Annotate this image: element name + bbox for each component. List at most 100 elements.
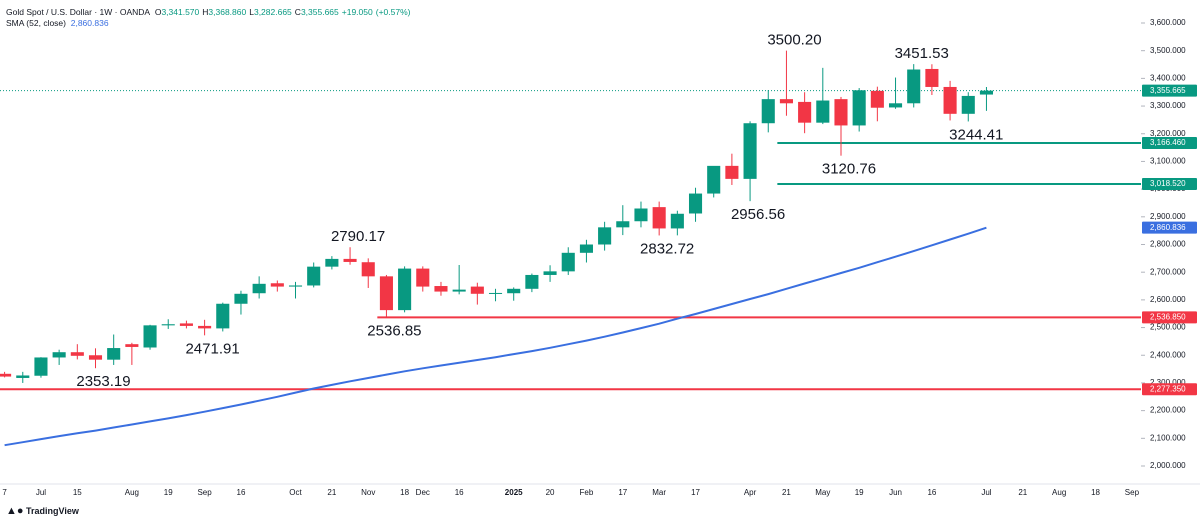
- level-label: 2,536.850: [1150, 312, 1186, 321]
- candle-body: [743, 123, 757, 179]
- candle-body: [398, 268, 412, 311]
- x-tick-label: 2025: [505, 488, 523, 497]
- candle-body: [288, 285, 303, 287]
- y-tick-label: 2,600.000: [1150, 295, 1186, 304]
- candle-body: [361, 262, 375, 277]
- level-label: 3,018.520: [1150, 179, 1186, 188]
- x-tick-label: Aug: [125, 488, 139, 497]
- x-tick-label: 7: [2, 488, 7, 497]
- candle-body: [198, 325, 212, 329]
- candle-body: [488, 292, 503, 294]
- y-tick-label: 2,200.000: [1150, 406, 1186, 415]
- candle-body: [979, 90, 993, 95]
- candle-body: [88, 355, 103, 360]
- ohlc-key: H: [202, 7, 209, 17]
- y-tick-label: 2,800.000: [1150, 240, 1186, 249]
- y-tick-label: 2,300.000: [1150, 378, 1186, 387]
- candle-body: [943, 86, 957, 114]
- logo: ▲●: [6, 505, 24, 517]
- symbol-title: Gold Spot / U.S. Dollar · 1W · OANDA: [6, 7, 151, 17]
- price-annotation: 2536.85: [367, 322, 421, 339]
- candle-body: [834, 99, 848, 126]
- candle-body: [688, 193, 703, 214]
- level-box: [1142, 137, 1197, 150]
- x-tick-label: Jun: [889, 488, 902, 497]
- price-annotation: 2471.91: [185, 340, 239, 357]
- x-tick-label: Mar: [652, 488, 666, 497]
- candle-body: [870, 90, 884, 108]
- candle-body: [0, 373, 12, 377]
- x-tick-label: 21: [1018, 488, 1027, 497]
- candle-body: [107, 348, 121, 360]
- legend-row: SMA (52, close) 2,860.836: [6, 18, 413, 29]
- ohlc-value: 3,368.860: [208, 7, 247, 17]
- level-label: 2,277.350: [1150, 384, 1186, 393]
- candle-body: [579, 244, 593, 253]
- candle-body: [816, 100, 830, 123]
- candle-body: [761, 99, 775, 124]
- y-tick-label: 3,500.000: [1150, 46, 1186, 55]
- x-tick-label: Dec: [416, 488, 430, 497]
- candle-body: [725, 165, 739, 179]
- level-box: [1142, 177, 1197, 190]
- x-tick-label: 15: [73, 488, 82, 497]
- x-tick-label: 18: [1091, 488, 1100, 497]
- brand: TradingView: [26, 506, 79, 516]
- candle-body: [670, 213, 684, 229]
- candle-body: [252, 283, 266, 294]
- candle-body: [561, 252, 575, 272]
- sma-value: 2,860.836: [70, 18, 109, 28]
- x-tick-label: Jul: [36, 488, 46, 497]
- candle-body: [707, 165, 721, 194]
- price-annotation: 3244.41: [949, 126, 1003, 143]
- ohlc-key: C: [294, 7, 301, 17]
- candle-body: [598, 227, 612, 245]
- legend: Gold Spot / U.S. Dollar · 1W · OANDA O3,…: [6, 7, 413, 29]
- candle-body: [961, 95, 975, 114]
- ohlc-value: 3,355.665: [300, 7, 339, 17]
- y-tick-label: 2,100.000: [1150, 433, 1186, 442]
- candle-body: [216, 303, 230, 329]
- candle-body: [925, 68, 939, 87]
- x-tick-label: Nov: [361, 488, 375, 497]
- y-tick-label: 3,300.000: [1150, 101, 1186, 110]
- price-annotation: 2956.56: [731, 206, 785, 223]
- x-tick-label: May: [815, 488, 830, 497]
- price-annotation: 2832.72: [640, 240, 694, 257]
- candle-body: [452, 289, 466, 292]
- level-box: [1142, 311, 1197, 324]
- candle-body: [634, 208, 648, 222]
- x-tick-label: 16: [455, 488, 464, 497]
- sma-box: [1142, 221, 1197, 234]
- y-tick-label: 3,200.000: [1150, 129, 1186, 138]
- x-tick-label: 16: [237, 488, 246, 497]
- candle-body: [470, 286, 484, 294]
- candle-body: [507, 288, 521, 294]
- ohlc: O3,341.570 H3,368.860 L3,282.665 C3,355.665: [155, 7, 342, 17]
- x-tick-label: 18: [400, 488, 409, 497]
- footer: ▲● TradingView: [6, 505, 79, 517]
- candle-body: [161, 324, 175, 326]
- price-annotation: 3451.53: [895, 45, 949, 62]
- x-tick-label: Feb: [580, 488, 594, 497]
- x-tick-label: 19: [855, 488, 864, 497]
- x-tick-label: 17: [691, 488, 700, 497]
- x-tick-label: 20: [546, 488, 555, 497]
- x-tick-label: Aug: [1052, 488, 1066, 497]
- x-tick-label: Apr: [744, 488, 757, 497]
- candle-body: [16, 375, 30, 378]
- sma-name: SMA (52, close): [6, 18, 66, 28]
- y-tick-label: 2,000.000: [1150, 461, 1186, 470]
- candle-body: [525, 274, 539, 289]
- candle-body: [779, 99, 793, 104]
- legend-row: Gold Spot / U.S. Dollar · 1W · OANDA O3,…: [6, 7, 413, 18]
- y-tick-label: 2,700.000: [1150, 267, 1186, 276]
- price-annotation: 2790.17: [331, 228, 385, 245]
- x-tick-label: Sep: [197, 488, 212, 497]
- x-tick-label: Jul: [981, 488, 991, 497]
- y-tick-label: 2,500.000: [1150, 323, 1186, 332]
- y-tick-label: 2,400.000: [1150, 350, 1186, 359]
- candle-body: [179, 323, 193, 326]
